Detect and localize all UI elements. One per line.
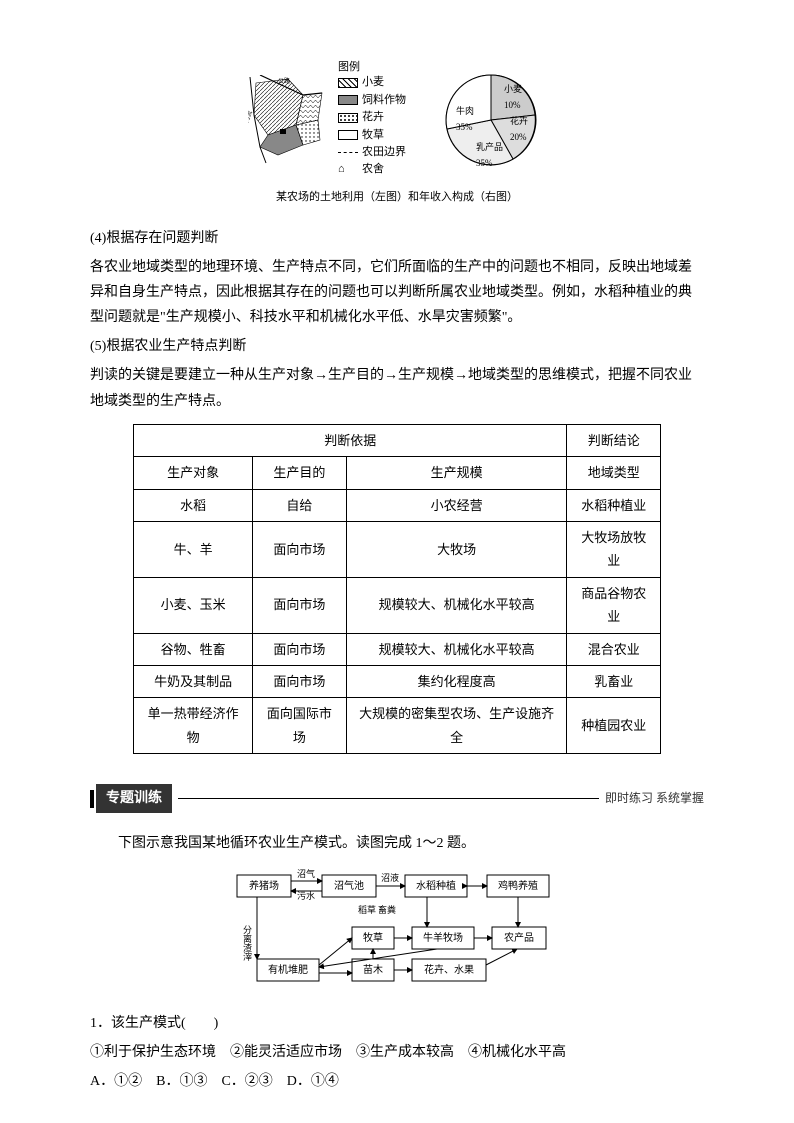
para5-title: (5)根据农业生产特点判断	[90, 334, 704, 359]
legend-label: 牧草	[362, 128, 384, 143]
svg-text:分离渣滓: 分离渣滓	[242, 924, 252, 961]
pie-chart: 牛肉35% 小麦10% 花卉20% 乳产品35%	[436, 65, 546, 175]
criteria-table: 判断依据 判断结论 生产对象 生产目的 生产规模 地域类型 水稻自给小农经营水稻…	[133, 424, 661, 754]
table-cell: 混合农业	[567, 633, 661, 665]
q1-stem: 1．该生产模式( )	[90, 1011, 704, 1036]
table-header: 判断依据	[133, 424, 567, 456]
pie-slice-label: 小麦10%	[504, 81, 522, 113]
table-subheader: 生产对象	[133, 457, 252, 489]
para4-title: (4)根据存在问题判断	[90, 226, 704, 251]
exercise-intro: 下图示意我国某地循环农业生产模式。读图完成 1～2 题。	[90, 831, 704, 856]
legend: 图例 小麦 饲料作物 花卉 牧草 农田边界 ⌂农舍	[338, 60, 406, 180]
table-cell: 面向市场	[253, 665, 347, 697]
legend-label: 农田边界	[362, 145, 406, 160]
svg-text:畜粪: 畜粪	[378, 904, 396, 915]
table-cell: 规模较大、机械化水平较高	[346, 633, 567, 665]
pie-slice-label: 牛肉35%	[456, 103, 474, 135]
table-cell: 单一热带经济作物	[133, 698, 252, 754]
svg-text:河流: 河流	[248, 110, 254, 124]
table-cell: 牛奶及其制品	[133, 665, 252, 697]
table-cell: 水稻	[133, 489, 252, 521]
legend-label: 小麦	[362, 75, 384, 90]
table-cell: 面向市场	[253, 577, 347, 633]
table-cell: 乳畜业	[567, 665, 661, 697]
svg-text:花卉、水果: 花卉、水果	[424, 963, 474, 976]
table-cell: 大规模的密集型农场、生产设施齐全	[346, 698, 567, 754]
svg-text:牛羊牧场: 牛羊牧场	[423, 931, 463, 944]
table-cell: 大牧场放牧业	[567, 522, 661, 578]
svg-text:沼液: 沼液	[381, 872, 399, 883]
table-cell: 面向市场	[253, 522, 347, 578]
svg-text:沼气: 沼气	[297, 868, 315, 879]
svg-text:农产品: 农产品	[504, 931, 534, 944]
table-header: 判断结论	[567, 424, 661, 456]
table-cell: 牛、羊	[133, 522, 252, 578]
svg-text:牧草: 牧草	[363, 931, 383, 944]
table-cell: 商品谷物农业	[567, 577, 661, 633]
svg-text:有机堆肥: 有机堆肥	[268, 963, 308, 976]
table-cell: 谷物、牲畜	[133, 633, 252, 665]
section-banner: 专题训练 即时练习 系统掌握	[90, 784, 704, 813]
svg-text:稻草: 稻草	[358, 904, 376, 915]
top-figure: 河流 公路 图例 小麦 饲料作物 花卉 牧草 农田边界 ⌂农舍 牛肉35% 小麦…	[90, 60, 704, 180]
table-cell: 规模较大、机械化水平较高	[346, 577, 567, 633]
svg-text:水稻种植: 水稻种植	[416, 879, 456, 892]
legend-label: 饲料作物	[362, 93, 406, 108]
table-cell: 小麦、玉米	[133, 577, 252, 633]
svg-text:污水: 污水	[297, 890, 315, 901]
pie-slice-label: 乳产品35%	[476, 139, 503, 171]
q1-choices: A．①② B．①③ C．②③ D．①④	[90, 1069, 704, 1094]
table-cell: 面向市场	[253, 633, 347, 665]
legend-label: 农舍	[362, 162, 384, 177]
svg-text:鸡鸭养殖: 鸡鸭养殖	[498, 879, 538, 892]
svg-text:养猪场: 养猪场	[249, 879, 279, 892]
table-subheader: 生产目的	[253, 457, 347, 489]
svg-text:苗木: 苗木	[363, 964, 383, 976]
table-cell: 面向国际市场	[253, 698, 347, 754]
table-cell: 种植园农业	[567, 698, 661, 754]
para5-body: 判读的关键是要建立一种从生产对象→生产目的→生产规模→地域类型的思维模式，把握不…	[90, 363, 704, 413]
table-cell: 水稻种植业	[567, 489, 661, 521]
table-subheader: 生产规模	[346, 457, 567, 489]
land-use-map: 河流 公路	[248, 75, 328, 165]
table-cell: 大牧场	[346, 522, 567, 578]
banner-subtitle: 即时练习 系统掌握	[605, 788, 704, 810]
table-cell: 小农经营	[346, 489, 567, 521]
svg-text:沼气池: 沼气池	[334, 879, 364, 892]
legend-label: 花卉	[362, 110, 384, 125]
svg-text:公路: 公路	[278, 77, 290, 85]
banner-title: 专题训练	[96, 784, 172, 813]
flow-diagram: 养猪场 沼气池 水稻种植 鸡鸭养殖有机堆肥 牧草 牛羊牧场 农产品苗木 花卉、水果 沼气污水 沼液…	[90, 865, 704, 995]
table-cell: 自给	[253, 489, 347, 521]
para4-body: 各农业地域类型的地理环境、生产特点不同，它们所面临的生产中的问题也不相同，反映出…	[90, 255, 704, 331]
table-cell: 集约化程度高	[346, 665, 567, 697]
q1-options: ①利于保护生态环境 ②能灵活适应市场 ③生产成本较高 ④机械化水平高	[90, 1040, 704, 1065]
figure-caption: 某农场的土地利用（左图）和年收入构成（右图）	[90, 188, 704, 208]
table-subheader: 地域类型	[567, 457, 661, 489]
pie-slice-label: 花卉20%	[510, 113, 528, 145]
legend-title: 图例	[338, 60, 406, 75]
map-and-legend: 河流 公路 图例 小麦 饲料作物 花卉 牧草 农田边界 ⌂农舍	[248, 60, 406, 180]
